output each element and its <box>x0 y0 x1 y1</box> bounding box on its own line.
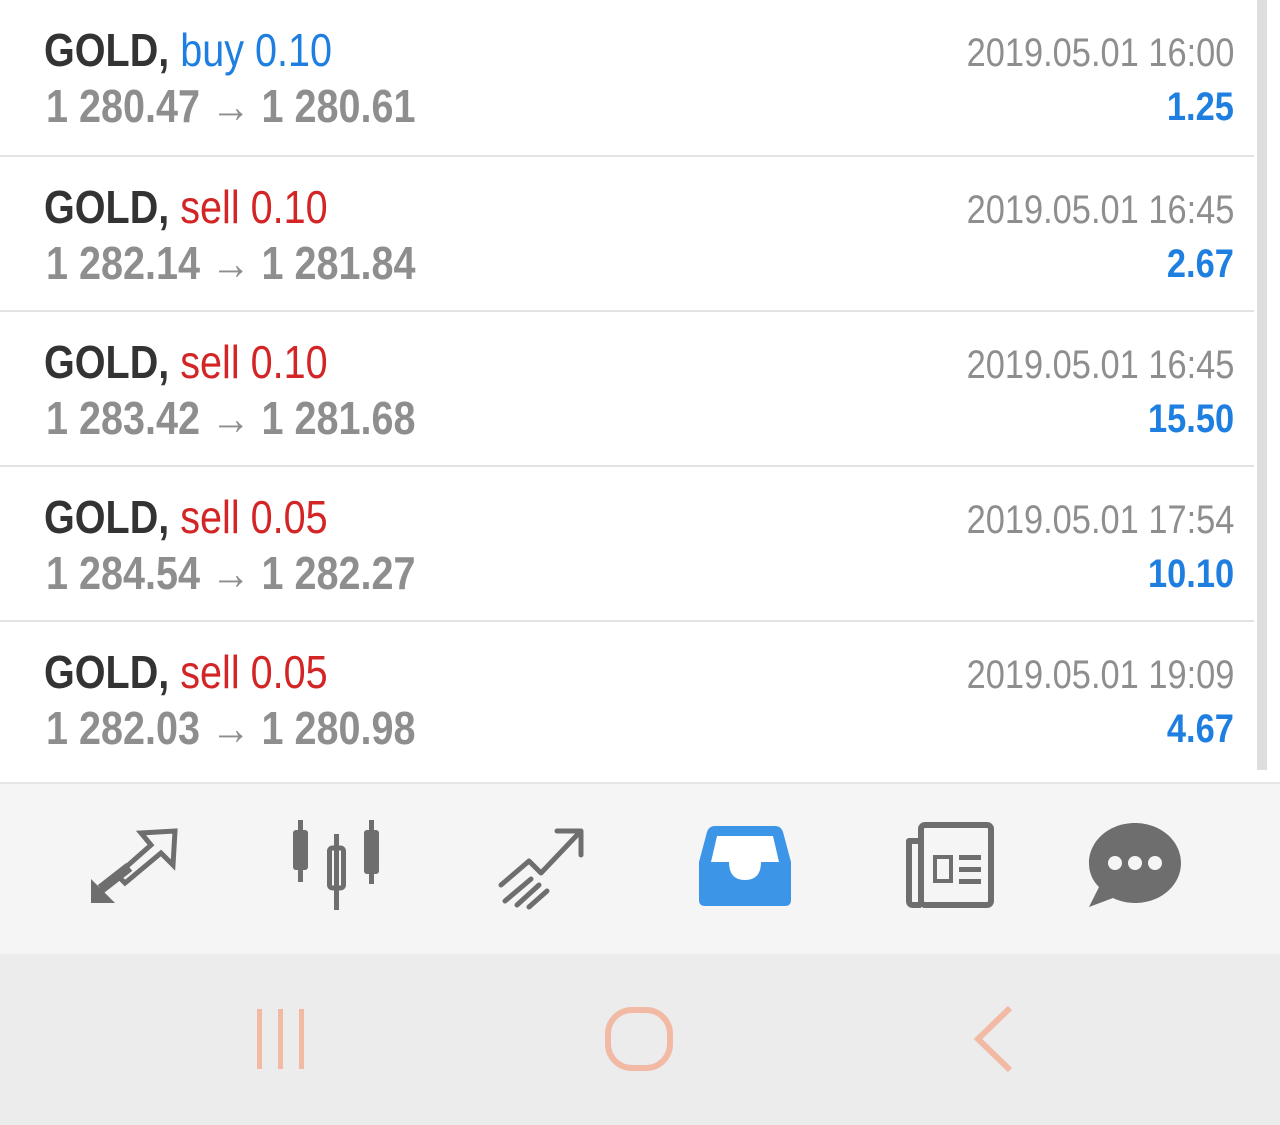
price-arrow-icon: → <box>210 547 251 599</box>
deal-row[interactable]: GOLD, buy 0.10 1 280.47 → 1 280.61 2019.… <box>0 0 1254 157</box>
tab-trade[interactable] <box>486 816 596 916</box>
tab-chat[interactable] <box>1080 816 1190 916</box>
deal-symbol: GOLD, <box>44 24 170 76</box>
news-icon <box>906 822 994 908</box>
deal-row[interactable]: GOLD, sell 0.10 1 283.42 → 1 281.68 2019… <box>0 312 1254 467</box>
deal-direction: buy <box>180 24 245 76</box>
price-arrow-icon: → <box>210 702 251 754</box>
bottom-tab-bar <box>0 782 1280 954</box>
deal-time: 2019.05.01 16:00 <box>966 31 1234 75</box>
close-price: 1 281.68 <box>261 392 416 444</box>
deal-prices: 1 283.42 → 1 281.68 <box>46 390 416 446</box>
deal-direction: sell <box>180 336 240 388</box>
home-button[interactable] <box>594 994 684 1084</box>
recent-apps-icon <box>257 1009 304 1069</box>
deal-symbol: GOLD, <box>44 646 170 698</box>
back-icon <box>973 1005 1013 1073</box>
tab-history[interactable] <box>690 816 800 916</box>
deal-title: GOLD, sell 0.05 <box>44 489 328 545</box>
open-price: 1 284.54 <box>46 547 200 599</box>
deal-profit: 2.67 <box>1167 242 1234 286</box>
deal-row[interactable]: GOLD, sell 0.05 1 282.03 → 1 280.98 2019… <box>0 622 1254 774</box>
deal-volume: 0.05 <box>250 491 328 543</box>
deal-row[interactable]: GOLD, sell 0.10 1 282.14 → 1 281.84 2019… <box>0 157 1254 312</box>
deal-profit: 1.25 <box>1167 85 1234 129</box>
deal-title: GOLD, buy 0.10 <box>44 22 332 78</box>
system-navigation-bar <box>0 954 1280 1125</box>
deal-profit: 4.67 <box>1167 707 1234 751</box>
deal-volume: 0.10 <box>255 24 333 76</box>
open-price: 1 283.42 <box>46 392 200 444</box>
price-arrow-icon: → <box>210 237 251 289</box>
deal-title: GOLD, sell 0.10 <box>44 334 328 390</box>
open-price: 1 282.14 <box>46 237 200 289</box>
price-arrow-icon: → <box>210 392 251 444</box>
deal-title: GOLD, sell 0.10 <box>44 179 328 235</box>
deal-symbol: GOLD, <box>44 491 170 543</box>
deal-time: 2019.05.01 16:45 <box>966 188 1234 232</box>
tab-chart[interactable] <box>280 816 390 916</box>
deal-symbol: GOLD, <box>44 336 170 388</box>
deal-direction: sell <box>180 181 240 233</box>
deal-time: 2019.05.01 19:09 <box>966 653 1234 697</box>
deal-profit: 10.10 <box>1147 552 1234 596</box>
deal-direction: sell <box>180 491 240 543</box>
recent-apps-button[interactable] <box>236 994 326 1084</box>
deal-prices: 1 280.47 → 1 280.61 <box>46 78 416 134</box>
close-price: 1 282.27 <box>261 547 416 599</box>
tab-news[interactable] <box>894 816 1004 916</box>
back-button[interactable] <box>948 994 1038 1084</box>
trade-trend-icon <box>498 828 584 910</box>
candlestick-chart-icon <box>293 820 379 910</box>
deal-volume: 0.05 <box>250 646 328 698</box>
quotes-arrows-icon <box>91 828 178 903</box>
close-price: 1 280.61 <box>261 80 416 132</box>
open-price: 1 280.47 <box>46 80 200 132</box>
home-icon <box>605 1007 673 1071</box>
deal-title: GOLD, sell 0.05 <box>44 644 328 700</box>
deal-symbol: GOLD, <box>44 181 170 233</box>
deal-prices: 1 284.54 → 1 282.27 <box>46 545 416 601</box>
tab-quotes[interactable] <box>76 816 186 916</box>
deal-prices: 1 282.03 → 1 280.98 <box>46 700 416 756</box>
chat-icon <box>1089 823 1181 907</box>
deal-volume: 0.10 <box>250 181 328 233</box>
list-scrollbar[interactable] <box>1257 0 1267 770</box>
deal-volume: 0.10 <box>250 336 328 388</box>
history-inbox-icon <box>699 826 791 906</box>
deal-row[interactable]: GOLD, sell 0.05 1 284.54 → 1 282.27 2019… <box>0 467 1254 622</box>
deal-time: 2019.05.01 17:54 <box>966 498 1234 542</box>
open-price: 1 282.03 <box>46 702 200 754</box>
deal-direction: sell <box>180 646 240 698</box>
deal-prices: 1 282.14 → 1 281.84 <box>46 235 416 291</box>
close-price: 1 280.98 <box>261 702 416 754</box>
price-arrow-icon: → <box>210 80 251 132</box>
deal-time: 2019.05.01 16:45 <box>966 343 1234 387</box>
close-price: 1 281.84 <box>261 237 416 289</box>
deal-profit: 15.50 <box>1147 397 1234 441</box>
deal-list: GOLD, buy 0.10 1 280.47 → 1 280.61 2019.… <box>0 0 1254 774</box>
